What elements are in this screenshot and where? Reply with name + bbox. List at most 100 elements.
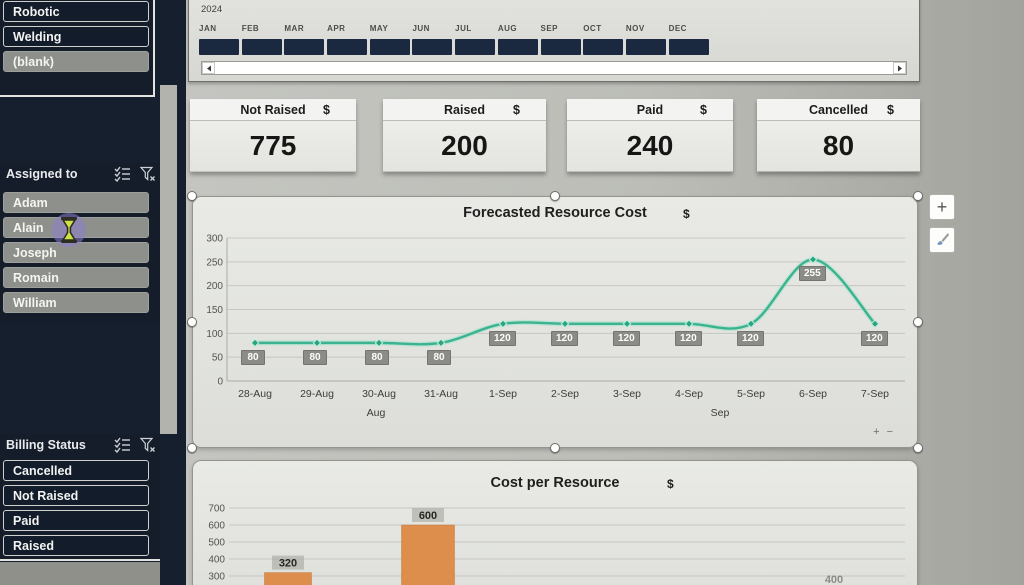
- timeline-month-label: AUG: [497, 24, 518, 33]
- kpi-card-paid: Paid $ 240: [567, 99, 733, 172]
- timeline-month-bar-sep[interactable]: [540, 39, 581, 55]
- svg-text:600: 600: [208, 521, 225, 532]
- svg-text:400: 400: [208, 555, 225, 566]
- slicer-item-paid[interactable]: Paid: [3, 510, 149, 531]
- kpi-currency: $: [513, 102, 520, 117]
- pivot-group-buttons[interactable]: + −: [873, 426, 895, 438]
- timeline-month-bar-aug[interactable]: [497, 39, 538, 55]
- svg-text:31-Aug: 31-Aug: [424, 388, 458, 400]
- kpi-value: 775: [190, 121, 356, 171]
- timeline-scroll-right-icon[interactable]: [893, 62, 906, 74]
- svg-text:150: 150: [206, 305, 223, 316]
- slicer-item-alain[interactable]: Alain: [3, 217, 149, 238]
- kpi-label: Paid: [636, 102, 664, 117]
- timeline-scrollbar[interactable]: [201, 61, 907, 75]
- timeline-month-bars: [199, 39, 709, 55]
- selection-handle-se[interactable]: [913, 443, 923, 453]
- slicer-item-welding[interactable]: Welding: [3, 26, 149, 47]
- timeline-month-label: JUL: [455, 24, 472, 33]
- timeline-scroll-track[interactable]: [215, 62, 893, 74]
- svg-text:Sep: Sep: [711, 407, 730, 419]
- svg-text:1-Sep: 1-Sep: [489, 388, 517, 400]
- slicer-item-william[interactable]: William: [3, 292, 149, 313]
- timeline-month-label: JAN: [199, 24, 217, 33]
- data-label-chip: 120: [551, 330, 578, 346]
- chart-elements-button[interactable]: +: [929, 194, 955, 220]
- slicer-item-blank[interactable]: (blank): [3, 51, 149, 72]
- timeline-month-bar-oct[interactable]: [583, 39, 624, 55]
- selection-handle-nw[interactable]: [187, 191, 197, 201]
- slicer-assigned-to-title: Assigned to: [6, 167, 78, 181]
- svg-text:4-Sep: 4-Sep: [675, 388, 703, 400]
- cost-per-resource-chart[interactable]: Cost per Resource $ 700 600 500 400 300 320 60…: [192, 460, 918, 585]
- svg-text:50: 50: [212, 353, 224, 364]
- slicer-item-not-raised[interactable]: Not Raised: [3, 485, 149, 506]
- timeline-month-label: OCT: [583, 24, 602, 33]
- timeline-month-label: DEC: [668, 24, 687, 33]
- chart-styles-brush-button[interactable]: [929, 227, 955, 253]
- svg-text:250: 250: [206, 257, 223, 268]
- kpi-value: 240: [567, 121, 733, 171]
- svg-text:28-Aug: 28-Aug: [238, 388, 272, 400]
- timeline-month-bar-nov[interactable]: [625, 39, 666, 55]
- clear-filter-icon[interactable]: [139, 166, 156, 182]
- timeline-scroll-left-icon[interactable]: [202, 62, 215, 74]
- slicer-item-joseph[interactable]: Joseph: [3, 242, 149, 263]
- kpi-card-not-raised: Not Raised $ 775: [190, 99, 356, 172]
- svg-text:7-Sep: 7-Sep: [861, 388, 889, 400]
- data-label-chip: 80: [365, 349, 389, 365]
- slicer-assigned-to: Assigned to Adam Alain Joseph Romain Wil…: [0, 163, 160, 323]
- timeline-month-bar-may[interactable]: [369, 39, 410, 55]
- timeline-filter: 2024 JAN FEB MAR APR MAY JUN JUL AUG SEP OCT NOV DE…: [188, 0, 920, 82]
- timeline-month-bar-jan[interactable]: [199, 39, 239, 55]
- slicer-item-romain[interactable]: Romain: [3, 267, 149, 288]
- selection-handle-w[interactable]: [187, 317, 197, 327]
- selection-handle-ne[interactable]: [913, 191, 923, 201]
- selection-handle-n[interactable]: [550, 191, 560, 201]
- slicer-billing-title: Billing Status: [6, 438, 86, 452]
- timeline-month-label: MAY: [369, 24, 389, 33]
- timeline-month-bar-jun[interactable]: [412, 39, 453, 55]
- svg-text:3-Sep: 3-Sep: [613, 388, 641, 400]
- data-label-chip: 120: [737, 330, 764, 346]
- slicer-item-cancelled[interactable]: Cancelled: [3, 460, 149, 481]
- timeline-month-label: MAR: [284, 24, 305, 33]
- timeline-month-bar-feb[interactable]: [241, 39, 282, 55]
- kpi-value: 80: [757, 121, 920, 171]
- bar-chart-plot: 700 600 500 400 300 320 600 400: [208, 504, 905, 585]
- line-chart-plot: 0 50 100 150 200 250 300 28-Aug 29-Aug 30-Aug 31-A…: [206, 234, 905, 419]
- kpi-currency: $: [700, 102, 707, 117]
- slicer-item-raised[interactable]: Raised: [3, 535, 149, 556]
- timeline-month-bar-jul[interactable]: [455, 39, 496, 55]
- slicer-item-adam[interactable]: Adam: [3, 192, 149, 213]
- slicer-type: Robotic Welding (blank): [0, 0, 155, 97]
- line-chart-title: Forecasted Resource Cost: [463, 205, 647, 221]
- forecasted-resource-cost-chart[interactable]: Forecasted Resource Cost $ 0 50 100 150 200 2…: [192, 196, 918, 448]
- worksheet-edge-strip: [160, 85, 177, 434]
- selection-handle-s[interactable]: [550, 443, 560, 453]
- clear-filter-icon[interactable]: [139, 437, 156, 453]
- timeline-year-label: 2024: [201, 4, 223, 15]
- timeline-month-bar-dec[interactable]: [668, 39, 709, 55]
- timeline-month-labels: JAN FEB MAR APR MAY JUN JUL AUG SEP OCT NOV DEC: [199, 24, 711, 36]
- data-label-chip: 120: [489, 330, 516, 346]
- timeline-month-label: APR: [327, 24, 346, 33]
- timeline-month-bar-apr[interactable]: [327, 39, 368, 55]
- slicer-item-robotic[interactable]: Robotic: [3, 1, 149, 22]
- multi-select-icon[interactable]: [114, 166, 131, 182]
- timeline-month-bar-mar[interactable]: [284, 39, 325, 55]
- selection-handle-sw[interactable]: [187, 443, 197, 453]
- selection-handle-e[interactable]: [913, 317, 923, 327]
- data-label-chip: 80: [427, 349, 451, 365]
- data-label-chip: 120: [613, 330, 640, 346]
- kpi-currency: $: [887, 102, 894, 117]
- bar-chart-currency: $: [667, 477, 674, 491]
- sidebar-footer-area: [0, 562, 160, 585]
- svg-text:29-Aug: 29-Aug: [300, 388, 334, 400]
- svg-text:2-Sep: 2-Sep: [551, 388, 579, 400]
- svg-text:300: 300: [208, 572, 225, 583]
- svg-text:6-Sep: 6-Sep: [799, 388, 827, 400]
- svg-text:5-Sep: 5-Sep: [737, 388, 765, 400]
- line-chart-currency: $: [683, 207, 690, 221]
- multi-select-icon[interactable]: [114, 437, 131, 453]
